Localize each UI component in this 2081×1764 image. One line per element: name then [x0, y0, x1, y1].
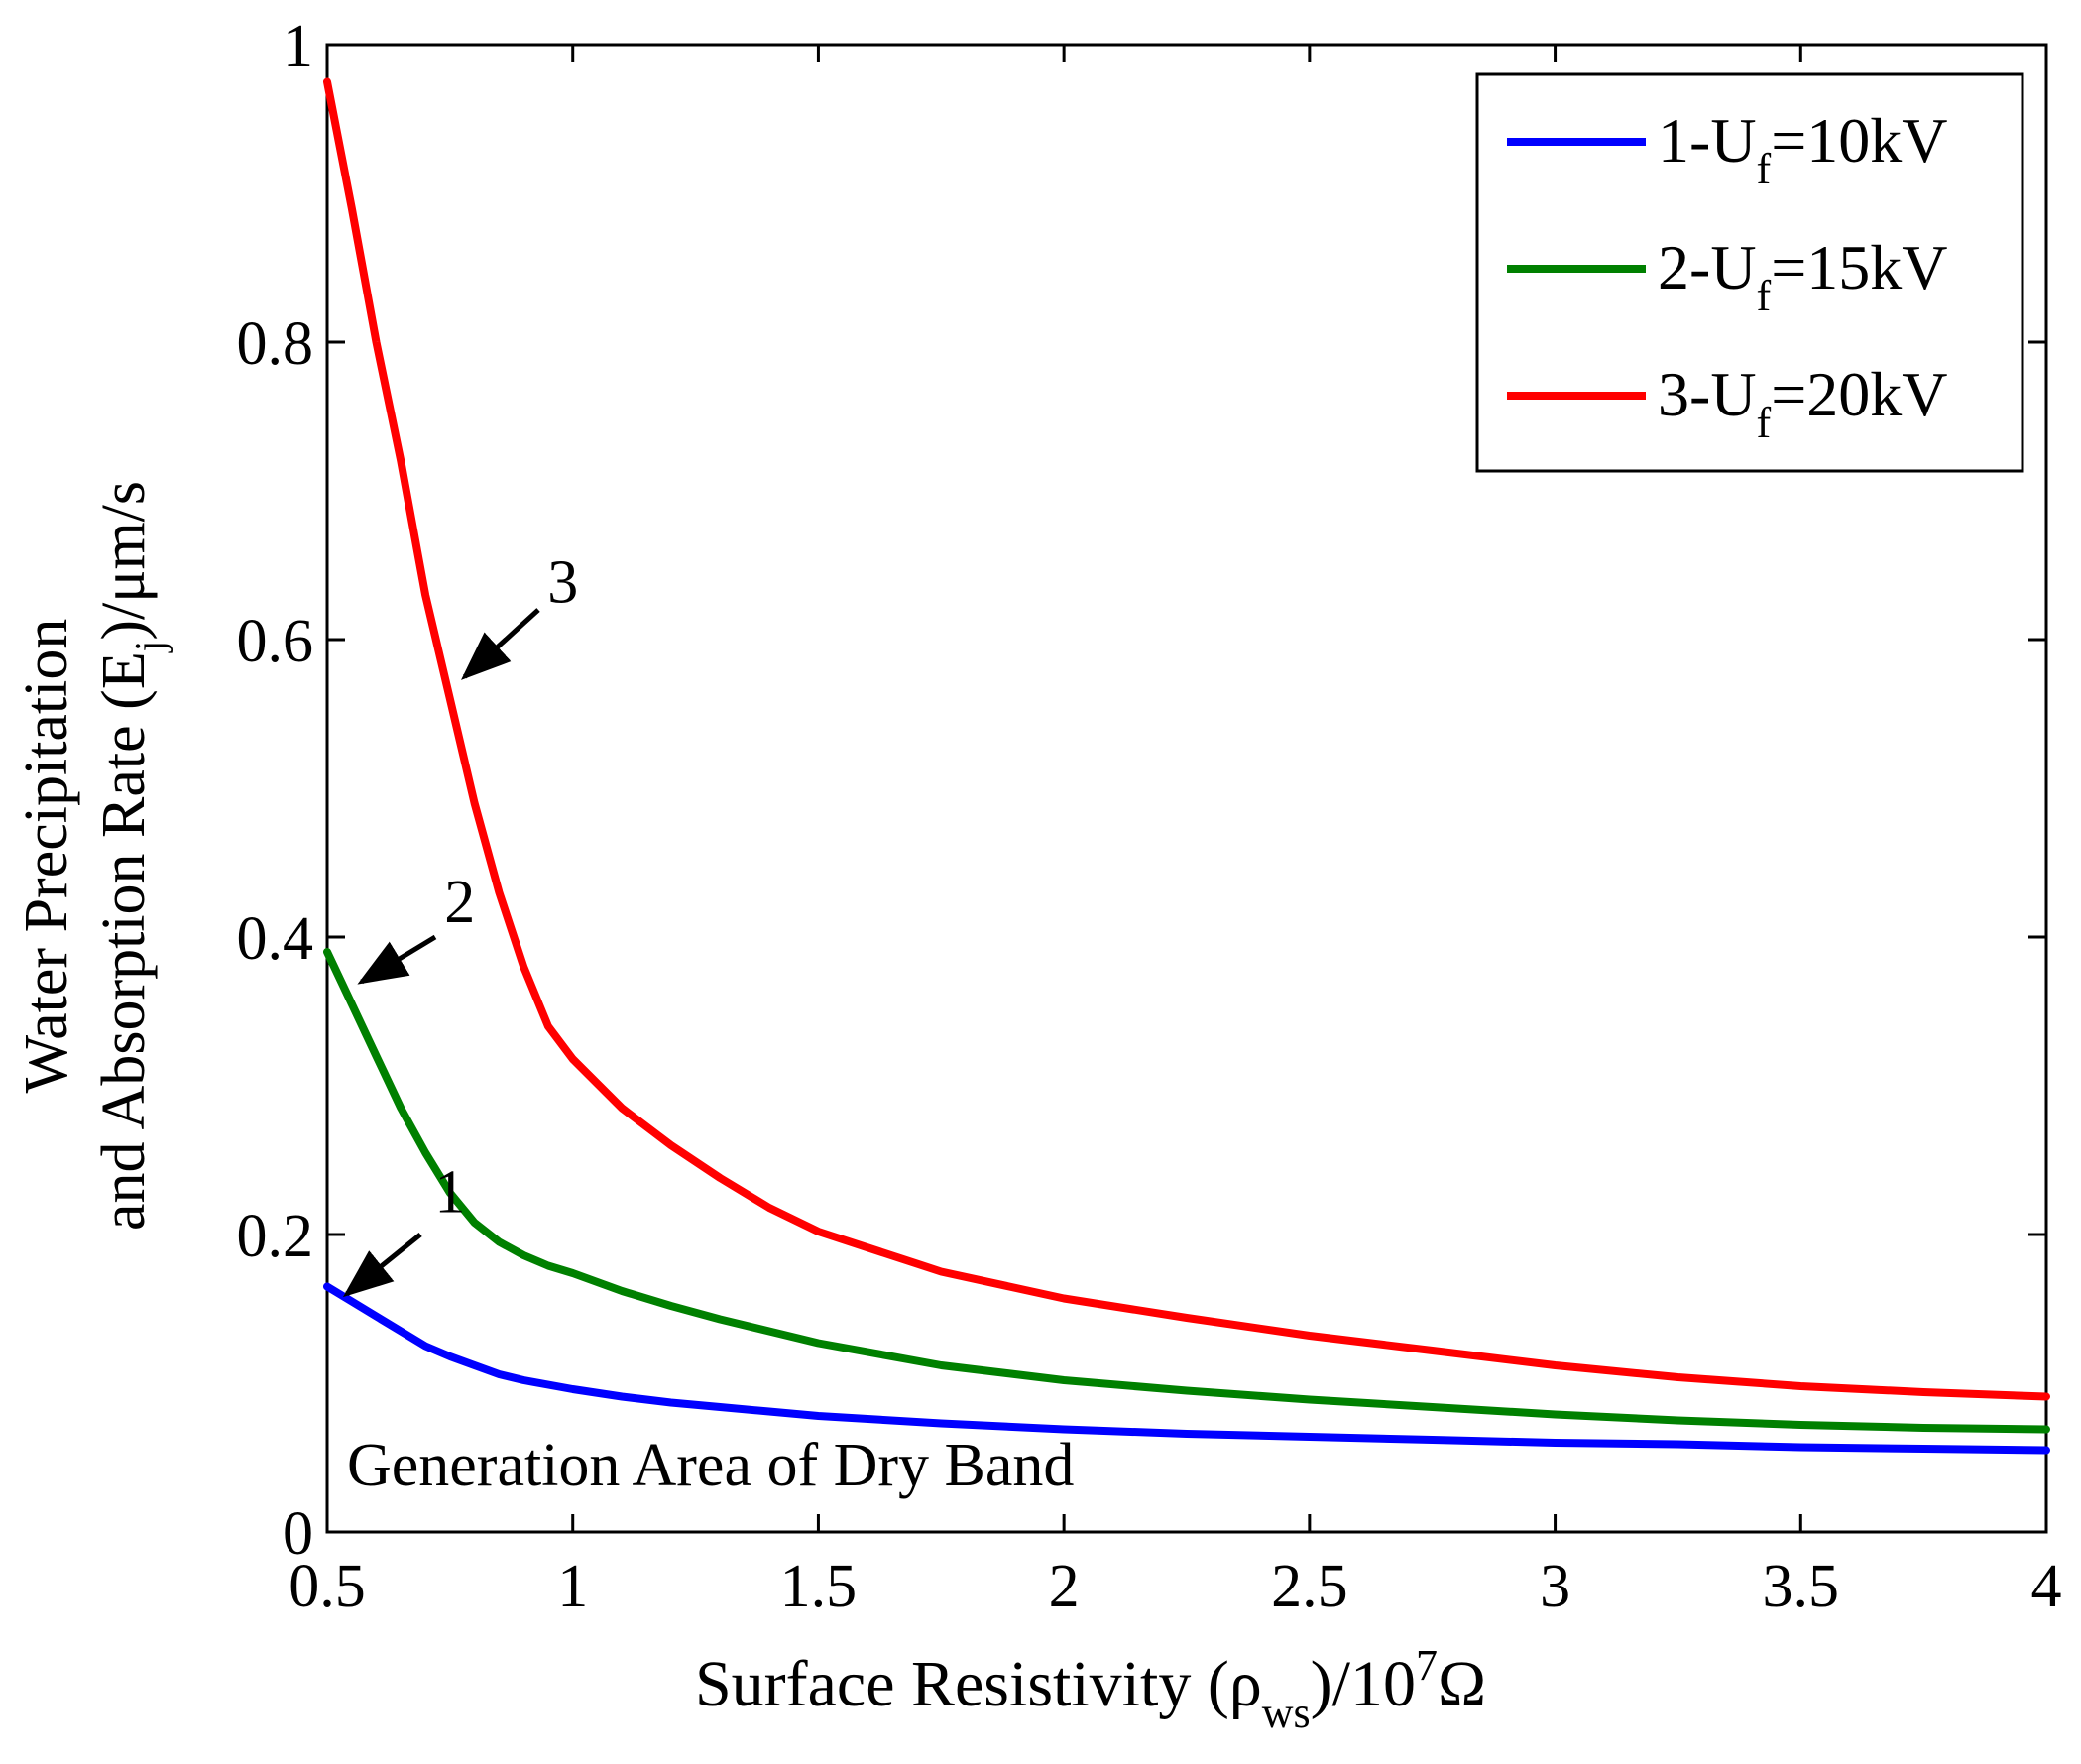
- y-axis-label-line1: Water Precipitation: [13, 619, 80, 1094]
- axis-tick-labels: 0.5 1 1.5 2 2.5 3 3.5 4 0 0.2 0.4 0.6 0.8 1: [237, 13, 2062, 1620]
- curve-arrow-2: [357, 934, 437, 985]
- curve-label-1: 1: [434, 1159, 465, 1227]
- y-axis-label: Water Precipitation and Absorption Rate …: [13, 481, 173, 1231]
- y-axis-label-line2-sub: j: [128, 641, 173, 654]
- x-tick-label: 4: [2031, 1553, 2062, 1620]
- x-axis-label-sup: 7: [1416, 1641, 1438, 1690]
- curve-label-2: 2: [444, 869, 475, 936]
- legend-label-1: 1-Uf=10kV: [1658, 105, 1948, 193]
- x-tick-label: 3.5: [1763, 1553, 1840, 1620]
- legend-label-2: 2-Uf=15kV: [1658, 232, 1948, 320]
- x-tick-label: 1: [557, 1553, 588, 1620]
- curve-arrow-1: [342, 1233, 422, 1298]
- y-axis-label-line2: and Absorption Rate (Ej)/μm/s: [90, 481, 173, 1231]
- y-axis-label-line2-end: )/μm/s: [90, 481, 158, 641]
- y-tick-label: 1: [283, 13, 313, 80]
- x-tick-label: 2: [1049, 1553, 1080, 1620]
- x-axis-label-sub: ws: [1262, 1689, 1311, 1737]
- series-line-2: [323, 948, 2050, 1434]
- curve-labels: 1 2 3: [342, 549, 578, 1298]
- series-lines: [323, 77, 2050, 1455]
- x-axis-label-main: Surface Resistivity (ρ: [695, 1648, 1262, 1720]
- y-tick-label: 0.2: [237, 1203, 314, 1270]
- x-axis-label-end: Ω: [1438, 1648, 1486, 1720]
- y-tick-label: 0.8: [237, 310, 314, 378]
- y-axis-label-line2-main: and Absorption Rate (E: [90, 651, 158, 1231]
- x-axis-label: Surface Resistivity (ρws)/107Ω: [695, 1641, 1486, 1737]
- dry-band-annotation: Generation Area of Dry Band: [347, 1432, 1074, 1499]
- y-tick-label: 0.6: [237, 608, 314, 675]
- series-line-1: [323, 1282, 2050, 1455]
- y-tick-label: 0.4: [237, 905, 314, 973]
- axis-ticks: [325, 43, 2048, 1534]
- x-tick-label: 0.5: [289, 1553, 366, 1620]
- legend-label-3: 3-Uf=20kV: [1658, 359, 1948, 447]
- x-tick-label: 2.5: [1271, 1553, 1348, 1620]
- x-axis-label-mid: )/10: [1311, 1648, 1416, 1720]
- series-line-3: [323, 77, 2050, 1401]
- legend: 1-Uf=10kV 2-Uf=15kV 3-Uf=20kV: [1475, 72, 2024, 473]
- curve-arrow-3: [461, 608, 540, 680]
- x-tick-label: 3: [1540, 1553, 1570, 1620]
- y-tick-label: 0: [283, 1500, 313, 1568]
- curve-label-3: 3: [547, 549, 578, 617]
- x-tick-label: 1.5: [780, 1553, 858, 1620]
